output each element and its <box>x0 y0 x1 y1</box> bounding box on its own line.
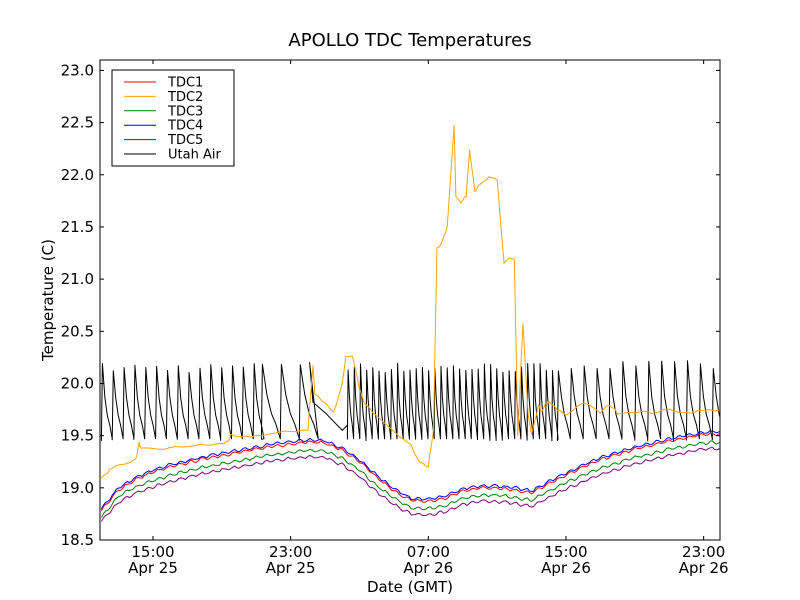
x-tick-label-date: Apr 26 <box>679 559 729 577</box>
series-line-tdc5 <box>100 446 720 522</box>
x-tick-label-date: Apr 26 <box>541 559 591 577</box>
y-tick-label: 20.0 <box>61 374 94 392</box>
y-axis: 18.5 19.0 19.5 20.0 20.5 21.0 21.5 22.0 22.5 23.0 <box>61 61 720 549</box>
x-axis-label: Date (GMT) <box>367 578 453 596</box>
plot-area <box>100 125 720 522</box>
series-line-utah-air <box>100 360 720 442</box>
legend-label: TDC5 <box>167 133 203 148</box>
legend-label: TDC3 <box>167 104 203 119</box>
y-tick-label: 22.0 <box>61 166 94 184</box>
x-tick-label-time: 15:00 <box>131 543 174 561</box>
legend-label: TDC4 <box>167 119 203 134</box>
x-tick-label-date: Apr 25 <box>266 559 316 577</box>
axes-frame <box>99 59 721 541</box>
x-tick-label-time: 07:00 <box>407 543 450 561</box>
y-tick-label: 18.5 <box>61 531 94 549</box>
x-tick-label-date: Apr 26 <box>403 559 453 577</box>
series-line-tdc4 <box>100 430 720 510</box>
y-tick-label: 21.0 <box>61 270 94 288</box>
x-tick-label-time: 23:00 <box>682 543 725 561</box>
y-tick-label: 19.0 <box>61 479 94 497</box>
y-tick-label: 19.5 <box>61 427 94 445</box>
y-tick-label: 20.5 <box>61 322 94 340</box>
series-line-tdc1 <box>100 432 720 512</box>
y-tick-label: 23.0 <box>61 61 94 79</box>
legend-label: TDC1 <box>167 76 203 91</box>
legend-label: Utah Air <box>168 148 221 163</box>
legend-box <box>111 69 235 167</box>
series-line-tdc3 <box>100 440 720 518</box>
x-tick-label-date: Apr 25 <box>128 559 178 577</box>
y-tick-label: 22.5 <box>61 114 94 132</box>
y-axis-label: Temperature (C) <box>39 239 57 362</box>
series-line-tdc2 <box>101 125 720 479</box>
y-tick-label: 21.5 <box>61 218 94 236</box>
x-tick-label-time: 15:00 <box>544 543 587 561</box>
legend-label: TDC2 <box>167 90 203 105</box>
chart-title: APOLLO TDC Temperatures <box>288 30 531 51</box>
x-tick-label-time: 23:00 <box>269 543 312 561</box>
